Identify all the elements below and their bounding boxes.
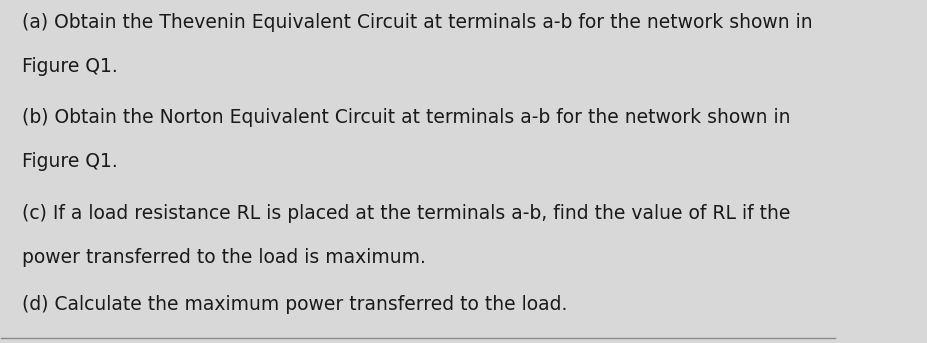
Text: (d) Calculate the maximum power transferred to the load.: (d) Calculate the maximum power transfer… <box>22 295 567 315</box>
Text: Figure Q1.: Figure Q1. <box>22 153 118 172</box>
Text: (a) Obtain the Thevenin Equivalent Circuit at terminals a-b for the network show: (a) Obtain the Thevenin Equivalent Circu… <box>22 13 813 32</box>
Text: (b) Obtain the Norton Equivalent Circuit at terminals a-b for the network shown : (b) Obtain the Norton Equivalent Circuit… <box>22 108 791 127</box>
Text: Figure Q1.: Figure Q1. <box>22 57 118 76</box>
Text: power transferred to the load is maximum.: power transferred to the load is maximum… <box>22 248 426 267</box>
Text: (c) If a load resistance RL is placed at the terminals a-b, find the value of RL: (c) If a load resistance RL is placed at… <box>22 203 791 223</box>
